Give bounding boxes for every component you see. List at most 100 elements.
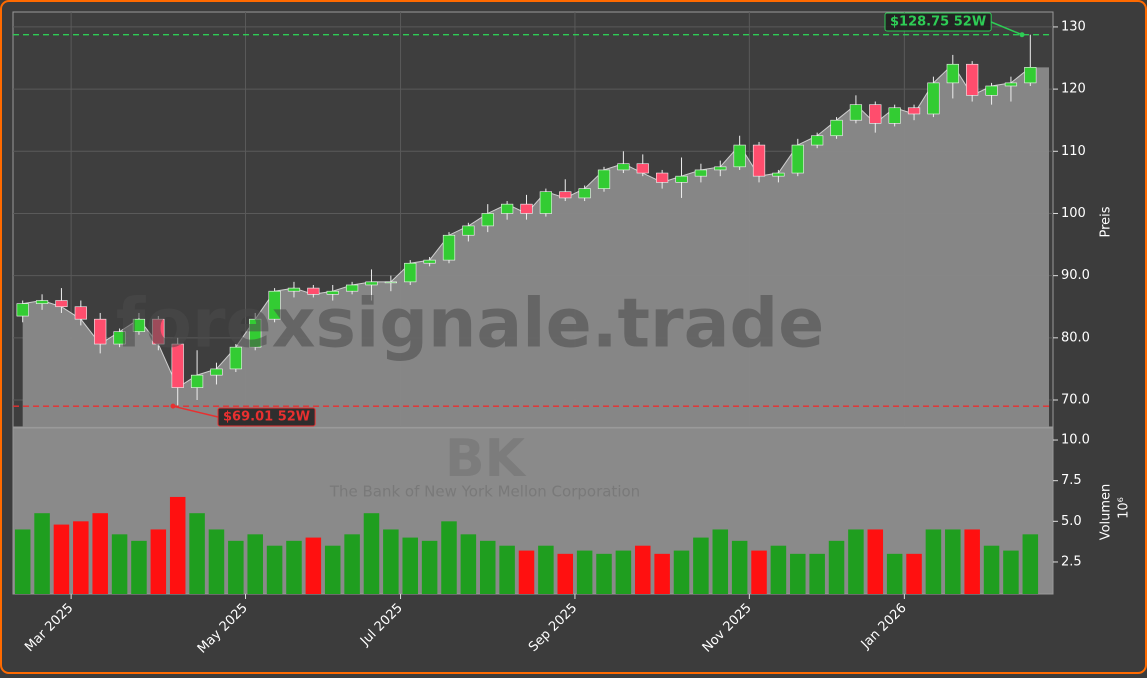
volume-bar [751, 550, 767, 594]
volume-bar [247, 534, 263, 594]
volume-bar [925, 529, 942, 594]
volume-bar [673, 550, 690, 594]
volume-bar [518, 550, 535, 594]
volume-bar [867, 529, 884, 594]
volume-bar [693, 537, 709, 594]
candle-body [249, 318, 262, 348]
candle-body [326, 290, 339, 295]
volume-bar [92, 513, 108, 594]
y-tick-label: 70.0 [1061, 393, 1090, 408]
annotation-arrow-head [1019, 32, 1025, 38]
candle-body [35, 300, 49, 304]
candle-body [287, 287, 301, 292]
candle-body [94, 318, 107, 345]
candle-body [365, 281, 378, 286]
candle-body [597, 169, 611, 189]
volume-bar [402, 537, 418, 594]
candle-body [384, 281, 397, 284]
candle-body [966, 63, 979, 96]
volume-bar [34, 513, 50, 594]
volume-bar [150, 529, 167, 594]
candle-body [442, 234, 456, 261]
volume-bar [654, 553, 670, 594]
volume-bar [344, 534, 360, 594]
watermark-ticker: BK [445, 429, 527, 489]
candle-body [74, 306, 87, 320]
volume-bar [828, 540, 845, 594]
volume-bar [596, 553, 612, 594]
volume-bar [228, 540, 244, 594]
candle-body [907, 107, 921, 115]
volume-bar [189, 513, 205, 594]
candle-body [733, 144, 746, 168]
volume-bar [421, 540, 438, 594]
watermark-company: The Bank of New York Mellon Corporation [329, 483, 640, 501]
volume-bar [712, 529, 729, 594]
volume-bar [964, 529, 980, 594]
annotation-label: $69.01 52W [223, 410, 310, 425]
volume-bar [208, 529, 225, 594]
y-axis-label: Preis [1099, 206, 1114, 237]
candle-body [985, 85, 998, 96]
volume-bar [848, 529, 864, 594]
candle-body [772, 172, 785, 177]
candle-body [694, 169, 708, 177]
y-tick-label: 90.0 [1061, 268, 1090, 283]
volume-bar [131, 540, 147, 594]
volume-bar [770, 545, 787, 594]
candle-body [520, 203, 533, 214]
candle-body [539, 191, 552, 214]
volume-axis-label: Volumen [1099, 484, 1114, 541]
volume-bar [809, 553, 825, 594]
candle-body [830, 119, 843, 137]
y-tick-label: 80.0 [1061, 330, 1090, 345]
candle-body [714, 166, 727, 171]
volume-bar [615, 550, 632, 594]
volume-bar [1022, 534, 1039, 594]
volume-bar [906, 553, 922, 594]
volume-bar [169, 496, 186, 594]
candle-body [345, 284, 359, 292]
candle-body [849, 104, 863, 121]
volume-bar [1003, 550, 1019, 594]
y-tick-label: 120 [1061, 82, 1086, 97]
annotation-arrow-head [170, 403, 176, 409]
candle-body [152, 318, 165, 345]
volume-bar [635, 545, 651, 594]
candle-body [462, 225, 475, 236]
volume-bar [479, 540, 496, 594]
y-tick-label: 110 [1061, 144, 1086, 159]
volume-bar [731, 540, 748, 594]
candle-body [307, 287, 320, 295]
candle-body [752, 144, 766, 177]
candle-body [888, 107, 901, 124]
volume-bar [576, 550, 593, 594]
watermark: forexsignale.trade [116, 285, 825, 364]
volume-tick-label: 2.5 [1061, 554, 1082, 569]
volume-bar [73, 521, 89, 594]
volume-bar [886, 553, 903, 594]
volume-bar [324, 545, 341, 594]
candle-body [617, 163, 630, 171]
candle-body [268, 290, 281, 320]
candle-body [190, 374, 204, 388]
annotation-arrow [990, 21, 1023, 36]
annotation-label: $128.75 52W [890, 15, 986, 30]
candle-body [656, 172, 669, 183]
volume-bar [286, 540, 302, 594]
volume-tick-label: 7.5 [1061, 473, 1082, 488]
candle-body [210, 368, 223, 376]
volume-tick-label: 5.0 [1061, 514, 1082, 529]
candle-body [578, 188, 591, 199]
volume-bar [538, 545, 554, 594]
candle-body [501, 203, 514, 214]
candle-body [481, 213, 494, 227]
candle-body [636, 163, 649, 174]
candle-body [113, 331, 126, 345]
volume-bar [983, 545, 1000, 594]
volume-bar [53, 524, 70, 594]
candle-body [791, 144, 804, 174]
volume-bar [460, 534, 477, 594]
